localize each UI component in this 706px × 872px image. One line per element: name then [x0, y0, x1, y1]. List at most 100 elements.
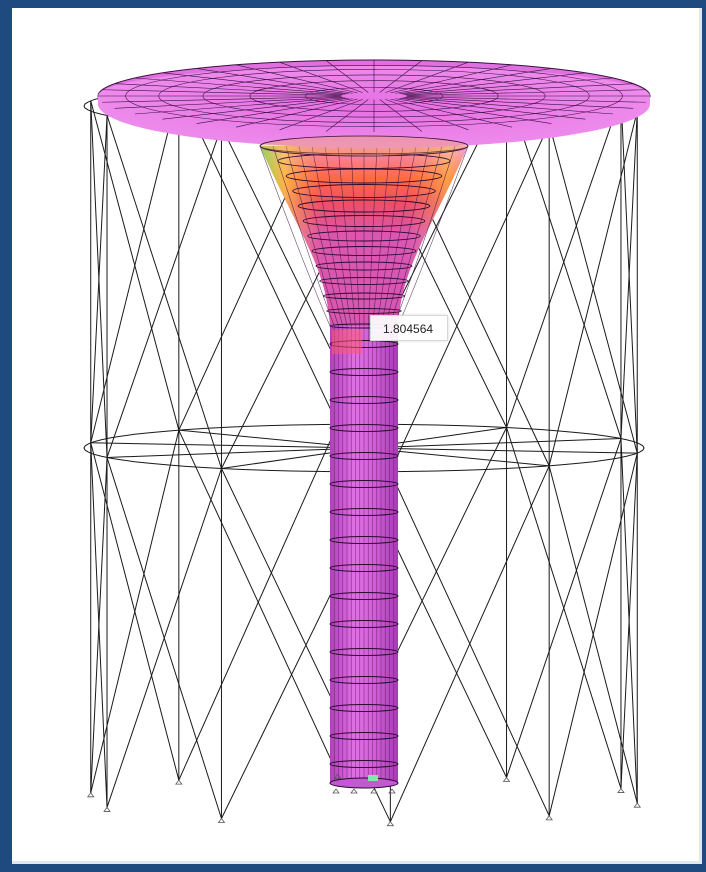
funnel-meridian: [380, 145, 417, 327]
funnel-meridian: [337, 145, 356, 327]
column-ring: [329, 452, 399, 460]
frame-brace: [548, 453, 638, 816]
frame-brace: [389, 465, 550, 822]
top-radial-line: [162, 72, 349, 94]
funnel-meridian: [384, 145, 430, 327]
top-radial-line: [390, 64, 513, 94]
frame-brace: [620, 96, 638, 454]
frame-brace: [90, 457, 108, 793]
support-marker-icon: [175, 779, 183, 785]
funnel-meridian: [389, 145, 443, 327]
frame-spoke: [394, 438, 621, 448]
model-viewport[interactable]: 1.804564: [12, 8, 702, 864]
frame-spoke: [90, 442, 332, 448]
support-column: [329, 326, 399, 789]
column-ring: [329, 676, 399, 684]
frame-spoke: [178, 429, 342, 447]
funnel-meridian: [285, 145, 339, 327]
tank-top-plate: [97, 59, 651, 157]
funnel-meridian: [350, 145, 361, 327]
column-ring: [329, 564, 399, 572]
funnel-meridian: [372, 145, 391, 327]
funnel-meridian: [376, 145, 404, 327]
base-hotspot: [368, 775, 378, 781]
column-ring: [329, 508, 399, 516]
frame-brace: [178, 429, 339, 775]
top-radial-line: [395, 68, 552, 94]
funnel-meridian: [272, 145, 335, 327]
funnel-opening: [259, 135, 469, 157]
frame-spoke: [221, 449, 347, 469]
stress-hotspot: [332, 330, 362, 354]
top-radial-line: [406, 96, 646, 103]
water-tower-model: [83, 59, 651, 827]
top-radial-line: [235, 64, 358, 94]
support-markers: [86, 773, 642, 827]
top-radial-line: [402, 77, 614, 95]
support-marker-icon: [333, 773, 342, 779]
frame-brace: [548, 111, 638, 466]
frame-brace: [620, 438, 638, 804]
top-radial-line: [196, 98, 353, 124]
top-radial-line: [235, 98, 358, 128]
column-ring: [329, 648, 399, 656]
funnel-meridian: [324, 145, 352, 327]
top-radial-line: [405, 83, 634, 96]
frame-brace: [106, 468, 222, 808]
support-marker-icon: [103, 806, 111, 812]
top-radial-line: [399, 72, 586, 94]
column-ring: [329, 340, 399, 348]
top-radial-line: [390, 98, 513, 128]
frame-spoke: [386, 449, 550, 467]
frame-spoke: [107, 448, 334, 458]
top-radial-line: [114, 83, 343, 96]
support-marker-icon: [86, 792, 95, 798]
top-radial-line: [114, 96, 343, 109]
top-radial-line: [405, 96, 634, 109]
frame-brace: [90, 115, 108, 443]
top-radial-line: [134, 77, 346, 95]
frame-brace: [389, 123, 550, 472]
top-radial-line: [399, 98, 586, 120]
funnel-meridian: [397, 145, 469, 327]
column-ring: [329, 620, 399, 628]
top-ring: [158, 69, 590, 123]
column-ring: [329, 704, 399, 712]
funnel-meridian: [367, 145, 378, 327]
support-marker-icon: [332, 788, 340, 794]
support-marker-icon: [545, 815, 553, 821]
value-tooltip: 1.804564: [370, 315, 448, 341]
frame-brace: [178, 87, 339, 425]
tooltip-value: 1.804564: [383, 322, 434, 336]
top-radial-line: [406, 89, 646, 96]
top-radial-line: [402, 97, 614, 115]
funnel-shell: [259, 137, 469, 329]
funnel-meridian: [259, 145, 331, 327]
support-marker-icon: [388, 788, 396, 794]
top-ring: [125, 65, 623, 127]
frame-brace: [506, 427, 622, 789]
top-radial-line: [134, 97, 346, 115]
frame-brace: [506, 85, 622, 439]
column-ring: [329, 536, 399, 544]
top-ring: [304, 87, 444, 105]
top-radial-line: [196, 68, 353, 94]
top-ring: [249, 80, 499, 112]
funnel-meridian: [298, 145, 344, 327]
frame-spoke: [381, 427, 507, 447]
top-radial-line: [162, 98, 349, 120]
column-ring: [329, 480, 399, 488]
funnel-meridian: [393, 145, 456, 327]
support-marker-icon: [350, 788, 358, 794]
support-marker-icon: [633, 802, 642, 808]
support-marker-icon: [502, 776, 511, 782]
support-marker-icon: [217, 817, 226, 823]
frame-brace: [106, 126, 222, 458]
frame-spoke: [396, 448, 638, 454]
column-ring: [329, 424, 399, 432]
support-marker-icon: [386, 821, 395, 827]
support-marker-icon: [617, 787, 625, 793]
top-radial-line: [102, 96, 342, 103]
column-ring: [329, 592, 399, 600]
top-radial-line: [102, 89, 342, 96]
